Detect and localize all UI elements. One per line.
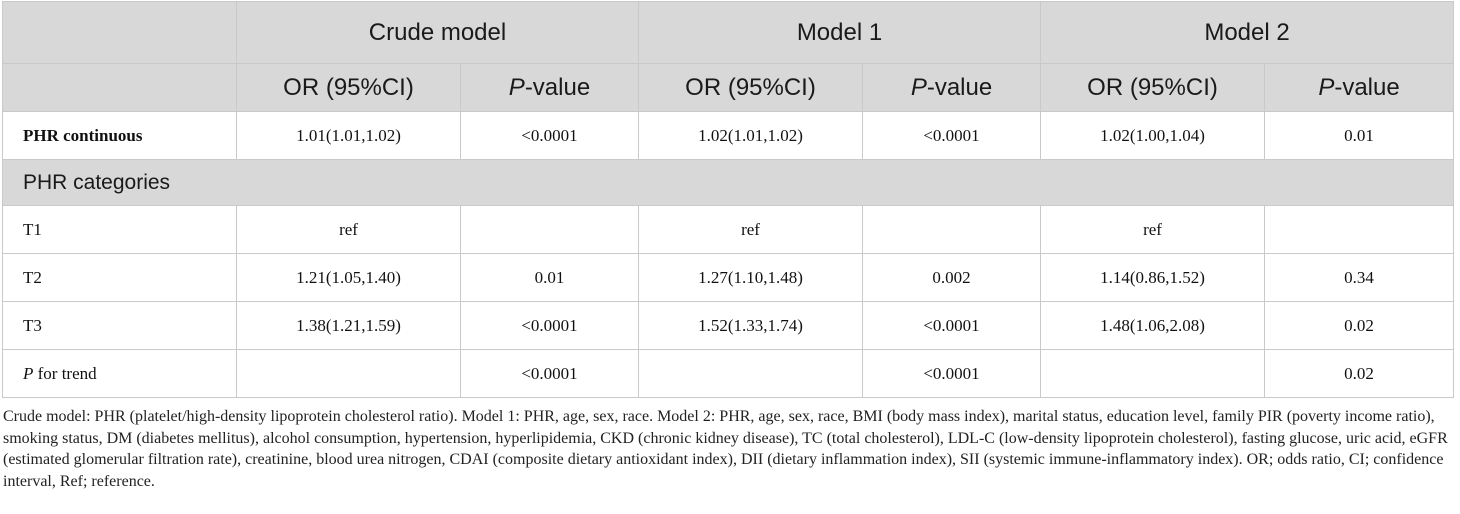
row-label: P for trend — [2, 349, 237, 398]
header-empty-cell — [2, 1, 237, 64]
row-label: T3 — [2, 301, 237, 350]
cell-model1-or: 1.52(1.33,1.74) — [638, 301, 863, 350]
cell-crude-p: 0.01 — [460, 253, 639, 302]
table-footnote: Crude model: PHR (platelet/high-density … — [3, 408, 1448, 490]
cell-model2-p: 0.02 — [1264, 349, 1455, 398]
cell-model1-or: 1.02(1.01,1.02) — [638, 111, 863, 160]
cell-model2-p: 0.01 — [1264, 111, 1455, 160]
header-p-crude: P-value — [460, 63, 639, 112]
cell-model1-p: <0.0001 — [861, 111, 1042, 160]
cell-model2-p: 0.34 — [1264, 253, 1455, 302]
cell-model1-p: <0.0001 — [861, 301, 1042, 350]
p-italic: P — [23, 363, 34, 383]
row-label: T1 — [2, 205, 237, 254]
table-row-phr-continuous: PHR continuous 1.01(1.01,1.02) <0.0001 1… — [2, 111, 1455, 160]
p-italic: P — [1318, 73, 1335, 101]
header-model-1: Model 1 — [637, 1, 1042, 64]
cell-model1-or: 1.27(1.10,1.48) — [638, 253, 863, 302]
trend-label-rest: for trend — [33, 363, 97, 383]
table-row-t2: T2 1.21(1.05,1.40) 0.01 1.27(1.10,1.48) … — [2, 253, 1455, 302]
header-model-2: Model 2 — [1040, 1, 1455, 64]
header-p-model1: P-value — [861, 63, 1042, 112]
odds-ratio-table: Crude model Model 1 Model 2 OR (95%CI) P… — [1, 1, 1455, 398]
cell-model2-or: 1.02(1.00,1.04) — [1040, 111, 1266, 160]
row-label: T2 — [2, 253, 237, 302]
header-or-model2: OR (95%CI) — [1040, 63, 1266, 112]
cell-crude-or: 1.38(1.21,1.59) — [236, 301, 461, 350]
cell-model2-or: ref — [1040, 205, 1266, 254]
cell-model2-p: 0.02 — [1264, 301, 1455, 350]
category-label: PHR categories — [1, 159, 1455, 206]
cell-model2-or: 1.48(1.06,2.08) — [1040, 301, 1266, 350]
header-or-crude: OR (95%CI) — [236, 63, 461, 112]
header-empty-cell — [2, 63, 237, 112]
cell-crude-p: <0.0001 — [460, 111, 639, 160]
table-row-t3: T3 1.38(1.21,1.59) <0.0001 1.52(1.33,1.7… — [2, 301, 1455, 350]
cell-model1-p — [861, 205, 1042, 254]
p-italic: P — [508, 73, 525, 101]
p-suffix: -value — [926, 73, 993, 101]
cell-crude-p: <0.0001 — [460, 301, 639, 350]
cell-model1-or: ref — [638, 205, 863, 254]
header-p-model2: P-value — [1264, 63, 1455, 112]
p-suffix: -value — [524, 73, 591, 101]
cell-crude-or: ref — [236, 205, 461, 254]
cell-model1-or — [638, 349, 863, 398]
cell-model2-p — [1264, 205, 1455, 254]
cell-crude-p: <0.0001 — [460, 349, 639, 398]
table-row-phr-categories: PHR categories — [1, 159, 1455, 206]
cell-crude-p — [460, 205, 639, 254]
header-crude-model: Crude model — [236, 1, 639, 64]
row-label: PHR continuous — [2, 111, 237, 160]
cell-crude-or — [236, 349, 461, 398]
cell-model1-p: <0.0001 — [861, 349, 1042, 398]
p-italic: P — [910, 73, 927, 101]
p-suffix: -value — [1334, 73, 1400, 101]
cell-model2-or — [1040, 349, 1266, 398]
table-row-t1: T1 ref ref ref — [2, 205, 1455, 254]
table-row-p-for-trend: P for trend <0.0001 <0.0001 0.02 — [2, 349, 1455, 398]
cell-crude-or: 1.01(1.01,1.02) — [236, 111, 461, 160]
header-row-models: Crude model Model 1 Model 2 — [2, 1, 1455, 64]
cell-crude-or: 1.21(1.05,1.40) — [236, 253, 461, 302]
cell-model2-or: 1.14(0.86,1.52) — [1040, 253, 1266, 302]
header-or-model1: OR (95%CI) — [638, 63, 863, 112]
cell-model1-p: 0.002 — [861, 253, 1042, 302]
header-row-stats: OR (95%CI) P-value OR (95%CI) P-value OR… — [2, 63, 1455, 112]
